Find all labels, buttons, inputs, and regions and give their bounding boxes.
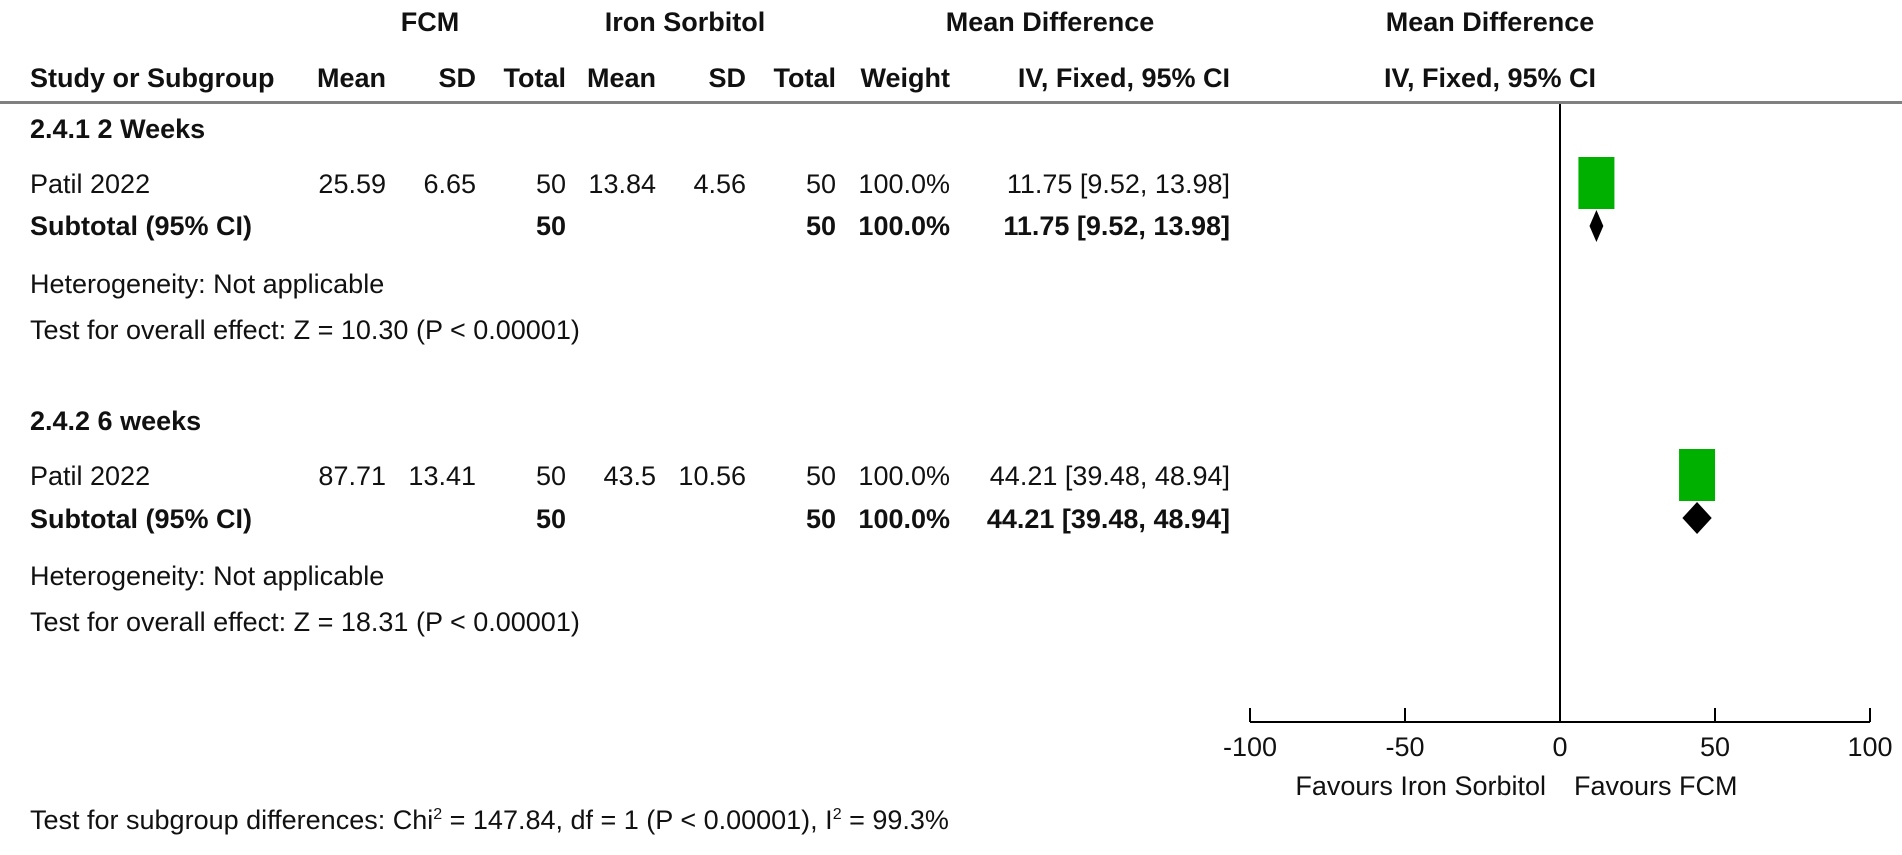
study-ci: 11.75 [9.52, 13.98] xyxy=(1006,169,1230,199)
col-total1: Total xyxy=(503,63,567,93)
subgroup-test-suffix: = 99.3% xyxy=(841,805,949,835)
group2-header: Iron Sorbitol xyxy=(604,7,766,37)
col-mean2: Mean xyxy=(586,63,656,93)
subgroup-test-prefix: Test for subgroup differences: Chi xyxy=(30,805,434,835)
effect-title: Mean Difference xyxy=(945,7,1155,37)
subgroup-test-text: Test for subgroup differences: Chi2 = 14… xyxy=(30,804,949,836)
favours-left-label: Favours Iron Sorbitol xyxy=(1295,771,1546,801)
subtotal-label: Subtotal (95% CI) xyxy=(30,211,253,241)
subtotal-weight: 100.0% xyxy=(858,504,950,534)
study-weight: 100.0% xyxy=(858,169,950,199)
heterogeneity-text: Heterogeneity: Not applicable xyxy=(30,269,385,299)
subtotal-total1: 50 xyxy=(535,211,566,241)
chi-superscript: 2 xyxy=(433,806,443,823)
header-divider xyxy=(0,101,1902,104)
group1-header: FCM xyxy=(400,7,460,37)
study-weight: 100.0% xyxy=(858,461,950,491)
study-mean1: 87.71 xyxy=(318,461,386,491)
subtotal-weight: 100.0% xyxy=(858,211,950,241)
study-total2: 50 xyxy=(805,461,836,491)
study-name: Patil 2022 xyxy=(30,169,151,199)
col-weight: Weight xyxy=(860,63,951,93)
subgroup-test-middle: = 147.84, df = 1 (P < 0.00001), I xyxy=(442,805,833,835)
plot-title: Mean Difference xyxy=(1385,7,1595,37)
subtotal-ci: 44.21 [39.48, 48.94] xyxy=(986,504,1230,534)
study-total2: 50 xyxy=(805,169,836,199)
x-tick-label: -100 xyxy=(1223,732,1277,762)
study-sd1: 6.65 xyxy=(423,169,476,199)
subtotal-diamond xyxy=(1589,210,1604,242)
study-name: Patil 2022 xyxy=(30,461,151,491)
heterogeneity-text: Heterogeneity: Not applicable xyxy=(30,561,385,591)
col-total2: Total xyxy=(773,63,837,93)
study-square-marker xyxy=(1679,449,1716,501)
subgroup-title: 2.4.2 6 weeks xyxy=(30,406,202,436)
study-total1: 50 xyxy=(535,461,566,491)
x-tick-label: 50 xyxy=(1700,732,1730,762)
favours-right-label: Favours FCM xyxy=(1574,771,1738,801)
study-mean1: 25.59 xyxy=(318,169,386,199)
subtotal-total1: 50 xyxy=(535,504,566,534)
subgroup-title: 2.4.1 2 Weeks xyxy=(30,114,206,144)
study-mean2: 43.5 xyxy=(603,461,656,491)
x-tick-label: 100 xyxy=(1847,732,1892,762)
subtotal-ci: 11.75 [9.52, 13.98] xyxy=(1003,211,1230,241)
study-total1: 50 xyxy=(535,169,566,199)
col-mean1: Mean xyxy=(316,63,386,93)
subtotal-diamond xyxy=(1682,502,1712,534)
plot-method: IV, Fixed, 95% CI xyxy=(1383,63,1597,93)
col-sd1: SD xyxy=(438,63,476,93)
col-effect: IV, Fixed, 95% CI xyxy=(1017,63,1230,93)
col-sd2: SD xyxy=(708,63,746,93)
overall-effect-text: Test for overall effect: Z = 18.31 (P < … xyxy=(30,607,580,637)
study-sd1: 13.41 xyxy=(408,461,476,491)
subtotal-label: Subtotal (95% CI) xyxy=(30,504,253,534)
x-tick-label: -50 xyxy=(1385,732,1424,762)
study-square-marker xyxy=(1578,157,1615,209)
subtotal-total2: 50 xyxy=(805,211,836,241)
subtotal-total2: 50 xyxy=(805,504,836,534)
x-tick-label: 0 xyxy=(1552,732,1567,762)
study-ci: 44.21 [39.48, 48.94] xyxy=(989,461,1230,491)
study-sd2: 10.56 xyxy=(678,461,746,491)
i2-superscript: 2 xyxy=(832,806,842,823)
overall-effect-text: Test for overall effect: Z = 10.30 (P < … xyxy=(30,315,580,345)
col-study: Study or Subgroup xyxy=(30,63,275,93)
study-mean2: 13.84 xyxy=(588,169,656,199)
study-sd2: 4.56 xyxy=(693,169,746,199)
